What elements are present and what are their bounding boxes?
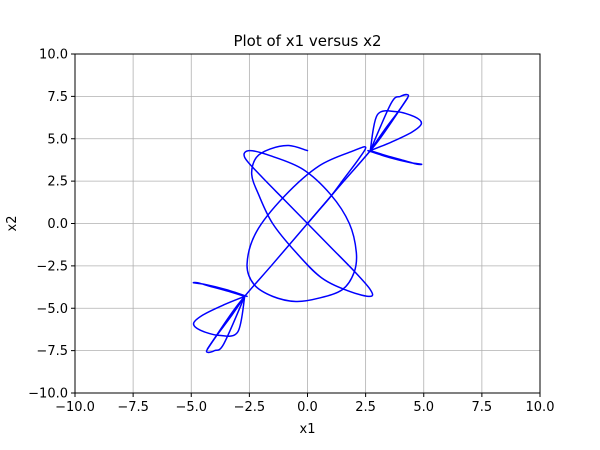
x-tick-label: −7.5 xyxy=(117,400,149,415)
series-line-5 xyxy=(192,281,248,298)
tick-marks xyxy=(71,53,541,397)
x-tick-label: 2.5 xyxy=(355,400,376,415)
y-tick-label: 10.0 xyxy=(39,48,68,63)
y-axis-label: x2 xyxy=(5,216,20,232)
x-tick-label: 7.5 xyxy=(472,400,493,415)
x-tick-label: −2.5 xyxy=(234,400,266,415)
y-tick-label: 5.0 xyxy=(47,132,68,147)
x-axis-label: x1 xyxy=(300,422,316,437)
series-line-2 xyxy=(367,149,423,166)
series-line-6 xyxy=(192,295,246,337)
series-line-7 xyxy=(205,295,246,354)
x-tick-label: 5.0 xyxy=(413,400,434,415)
y-tick-label: −5.0 xyxy=(36,302,68,317)
series-line-3 xyxy=(369,110,423,152)
y-tick-label: 7.5 xyxy=(47,90,68,105)
y-tick-label: 0.0 xyxy=(47,217,68,232)
y-tick-label: −10.0 xyxy=(28,387,68,402)
chart-title: Plot of x1 versus x2 xyxy=(233,32,381,50)
y-tick-label: −2.5 xyxy=(36,259,68,274)
series-line-1 xyxy=(243,144,374,303)
series-line-4 xyxy=(369,93,410,152)
x-tick-label: −5.0 xyxy=(175,400,207,415)
y-tick-label: −7.5 xyxy=(36,344,68,359)
series-line-8 xyxy=(206,97,409,350)
series-layer xyxy=(192,93,423,354)
x-tick-labels: −10.0 −7.5 −5.0 −2.5 0.0 2.5 5.0 7.5 10.0 xyxy=(55,400,554,415)
x-tick-label: 0.0 xyxy=(297,400,318,415)
y-tick-labels: −10.0 −7.5 −5.0 −2.5 0.0 2.5 5.0 7.5 10.0 xyxy=(28,48,68,402)
y-tick-label: 2.5 xyxy=(47,175,68,190)
x-tick-label: −10.0 xyxy=(55,400,95,415)
x-tick-label: 10.0 xyxy=(526,400,555,415)
